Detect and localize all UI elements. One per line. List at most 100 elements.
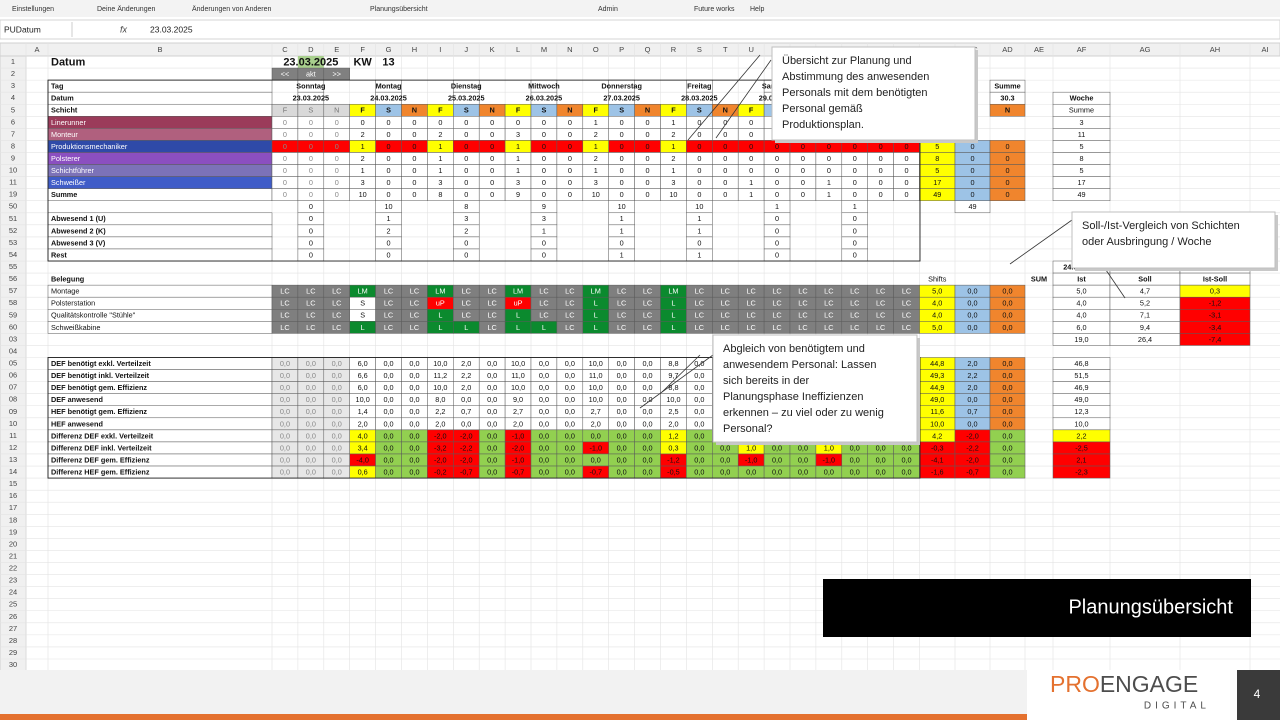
cell-text[interactable]: 0 (283, 190, 287, 199)
cell-text[interactable]: Mittwoch (528, 82, 560, 91)
cell-text[interactable]: 0 (387, 238, 391, 247)
cell-text[interactable]: 0 (464, 250, 468, 259)
cell-text[interactable]: LM (513, 287, 523, 296)
cell-text[interactable]: 0,3 (1210, 287, 1220, 296)
cell-text[interactable]: >> (332, 70, 341, 79)
cell-text[interactable]: L (542, 323, 546, 332)
row-header[interactable]: 18 (9, 515, 17, 524)
cell-text[interactable]: LC (384, 287, 393, 296)
cell-text[interactable]: 3 (516, 178, 520, 187)
menu-item[interactable]: Planungsübersicht (370, 6, 428, 13)
cell-text[interactable]: 0 (697, 118, 701, 127)
row-header[interactable]: 16 (9, 491, 17, 500)
cell-text[interactable]: Freitag (687, 82, 711, 91)
cell-text[interactable]: LC (746, 323, 755, 332)
cell-text[interactable]: -0,7 (589, 467, 602, 476)
cell-text[interactable]: 1 (827, 178, 831, 187)
cell-text[interactable]: 3 (594, 178, 598, 187)
cell-text[interactable]: 1 (438, 142, 442, 151)
cell-text[interactable]: 1 (594, 166, 598, 175)
cell-text[interactable]: 0,0 (850, 443, 860, 452)
cell-text[interactable]: 2,2 (1076, 431, 1086, 440)
cell-text[interactable]: LC (410, 299, 419, 308)
cell-text[interactable]: 0,0 (617, 407, 627, 416)
cell-text[interactable]: 0 (749, 142, 753, 151)
cell-text[interactable]: -2,0 (460, 455, 473, 464)
cell-text[interactable]: 0 (1005, 142, 1009, 151)
cell-text[interactable]: 10 (384, 202, 392, 211)
cell-text[interactable]: 23.03.2025 (293, 94, 330, 103)
cell-text[interactable]: Schichtführer (51, 166, 95, 175)
cell-text[interactable]: 0 (438, 118, 442, 127)
cell-text[interactable]: -4,0 (356, 455, 369, 464)
column-header[interactable]: I (439, 45, 441, 54)
cell-text[interactable]: Abwesend 2 (K) (51, 226, 106, 235)
cell-text[interactable]: S (308, 106, 313, 115)
cell-text[interactable]: LC (306, 287, 315, 296)
cell-text[interactable]: LC (332, 311, 341, 320)
cell-text[interactable]: LC (850, 299, 859, 308)
cell-text[interactable]: 0,0 (876, 467, 886, 476)
cell-text[interactable]: 1 (827, 190, 831, 199)
cell-text[interactable]: 0 (646, 118, 650, 127)
cell-text[interactable]: LC (410, 287, 419, 296)
cell-text[interactable]: LC (280, 299, 289, 308)
column-header[interactable]: E (334, 45, 339, 54)
cell-text[interactable]: 0,0 (565, 431, 575, 440)
column-header[interactable]: AH (1210, 45, 1220, 54)
cell-text[interactable]: LC (824, 323, 833, 332)
cell-text[interactable]: 0 (387, 178, 391, 187)
cell-text[interactable]: 0 (801, 178, 805, 187)
cell-text[interactable]: 0 (775, 154, 779, 163)
row-header[interactable]: 19 (9, 527, 17, 536)
cell-text[interactable]: LM (668, 287, 678, 296)
cell-text[interactable]: LC (824, 299, 833, 308)
cell-text[interactable]: 0 (853, 190, 857, 199)
row-header[interactable]: 21 (9, 551, 17, 560)
cell-text[interactable]: 0 (905, 178, 909, 187)
cell-text[interactable]: 44,9 (930, 383, 944, 392)
cell-text[interactable]: 0,3 (668, 443, 678, 452)
cell-text[interactable]: -1,0 (512, 431, 525, 440)
menu-item[interactable]: Help (750, 6, 765, 13)
cell-text[interactable]: 0,0 (332, 359, 342, 368)
cell-text[interactable]: LC (643, 287, 652, 296)
cell-text[interactable]: 0,0 (967, 287, 977, 296)
cell-text[interactable]: 0,0 (642, 359, 652, 368)
cell-text[interactable]: 0,0 (850, 467, 860, 476)
cell-text[interactable]: L (438, 311, 442, 320)
row-header[interactable]: 07 (9, 383, 17, 392)
cell-text[interactable]: 0,0 (617, 443, 627, 452)
column-header[interactable]: C (282, 45, 288, 54)
row-header[interactable]: 54 (9, 250, 17, 259)
cell-text[interactable]: uP (436, 299, 445, 308)
cell-text[interactable]: 2,2 (435, 407, 445, 416)
cell-text[interactable]: 3 (671, 178, 675, 187)
cell-text[interactable]: LC (487, 323, 496, 332)
cell-text[interactable]: 0 (853, 142, 857, 151)
column-header[interactable]: AD (1002, 45, 1013, 54)
cell-text[interactable]: LC (565, 287, 574, 296)
row-header[interactable]: 25 (9, 600, 17, 609)
column-header[interactable]: G (386, 45, 392, 54)
row-header[interactable]: 22 (9, 564, 17, 573)
cell-text[interactable]: 0 (646, 190, 650, 199)
cell-text[interactable]: 0 (775, 226, 779, 235)
cell-text[interactable]: 2,0 (461, 383, 471, 392)
cell-text[interactable]: LC (384, 311, 393, 320)
cell-text[interactable]: 0 (568, 142, 572, 151)
cell-text[interactable]: 0 (646, 166, 650, 175)
cell-text[interactable]: 0 (723, 166, 727, 175)
cell-text[interactable]: 0,0 (461, 395, 471, 404)
cell-text[interactable]: LM (358, 287, 368, 296)
cell-text[interactable]: 0 (620, 190, 624, 199)
cell-text[interactable]: LC (876, 287, 885, 296)
cell-text[interactable]: Shifts (928, 275, 947, 284)
cell-text[interactable]: LC (643, 299, 652, 308)
cell-text[interactable]: 8,8 (668, 383, 678, 392)
cell-text[interactable]: 1 (697, 214, 701, 223)
cell-text[interactable]: 0,0 (967, 419, 977, 428)
cell-text[interactable]: 0 (542, 142, 546, 151)
cell-text[interactable]: 0 (723, 178, 727, 187)
cell-text[interactable]: LC (410, 311, 419, 320)
